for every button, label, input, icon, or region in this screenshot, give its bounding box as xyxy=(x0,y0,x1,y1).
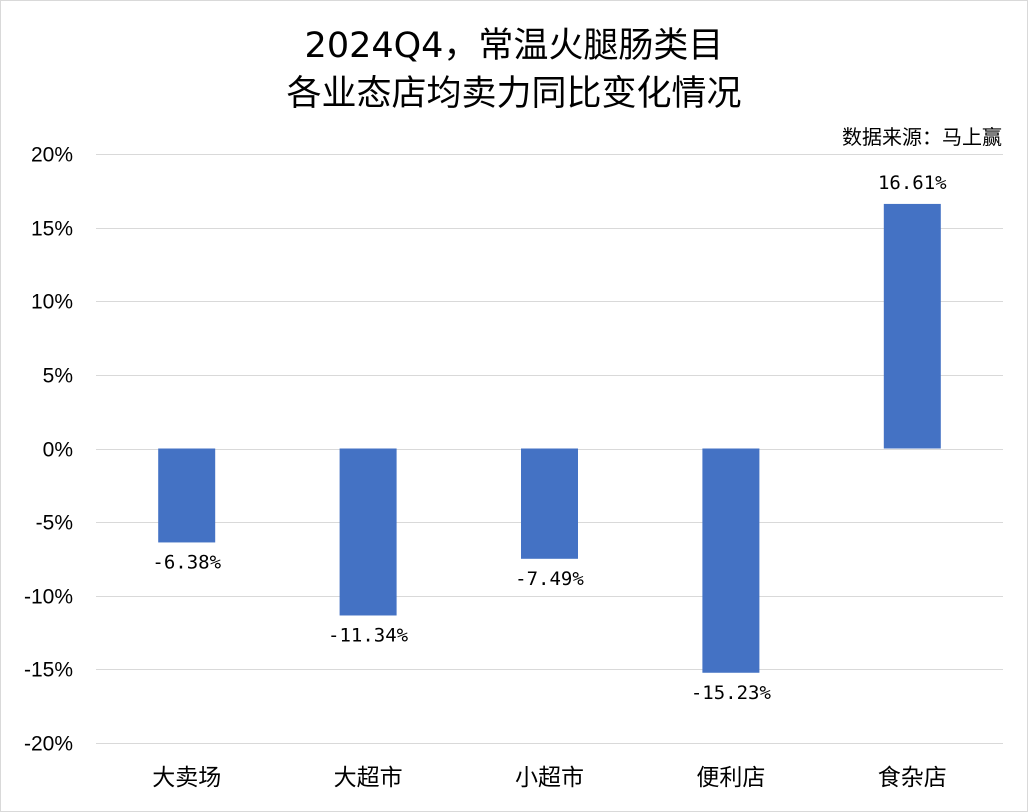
data-source-note: 数据来源：马上赢 xyxy=(842,125,1002,149)
data-label: 16.61% xyxy=(878,172,947,194)
data-label: -7.49% xyxy=(515,568,584,590)
chart-title-line-1: 2024Q4，常温火腿肠类目 xyxy=(304,26,724,66)
data-label: -11.34% xyxy=(328,624,409,646)
y-tick-label: 20% xyxy=(31,144,73,167)
chart-title: 2024Q4，常温火腿肠类目 各业态店均卖力同比变化情况 xyxy=(0,22,1028,118)
data-label: -6.38% xyxy=(152,551,221,573)
bar xyxy=(521,448,578,559)
y-tick-label: -10% xyxy=(24,586,73,609)
x-category-label: 大超市 xyxy=(334,765,403,791)
x-category-label: 小超市 xyxy=(515,765,584,791)
data-label: -15.23% xyxy=(691,682,772,704)
y-tick-label: 10% xyxy=(31,291,73,314)
y-tick-label: 15% xyxy=(31,218,73,241)
chart-title-line-2: 各业态店均卖力同比变化情况 xyxy=(286,74,742,114)
bar xyxy=(339,448,397,616)
y-tick-label: -15% xyxy=(24,659,73,682)
x-category-label: 便利店 xyxy=(696,765,765,791)
x-category-label: 大卖场 xyxy=(152,765,221,791)
y-tick-label: 5% xyxy=(43,365,73,388)
x-category-label: 食杂店 xyxy=(878,765,947,791)
bar xyxy=(158,448,216,543)
bar xyxy=(702,448,760,673)
bar xyxy=(883,203,941,449)
y-tick-label: -20% xyxy=(24,733,73,756)
y-tick-label: 0% xyxy=(43,439,73,462)
y-tick-label: -5% xyxy=(36,512,73,535)
